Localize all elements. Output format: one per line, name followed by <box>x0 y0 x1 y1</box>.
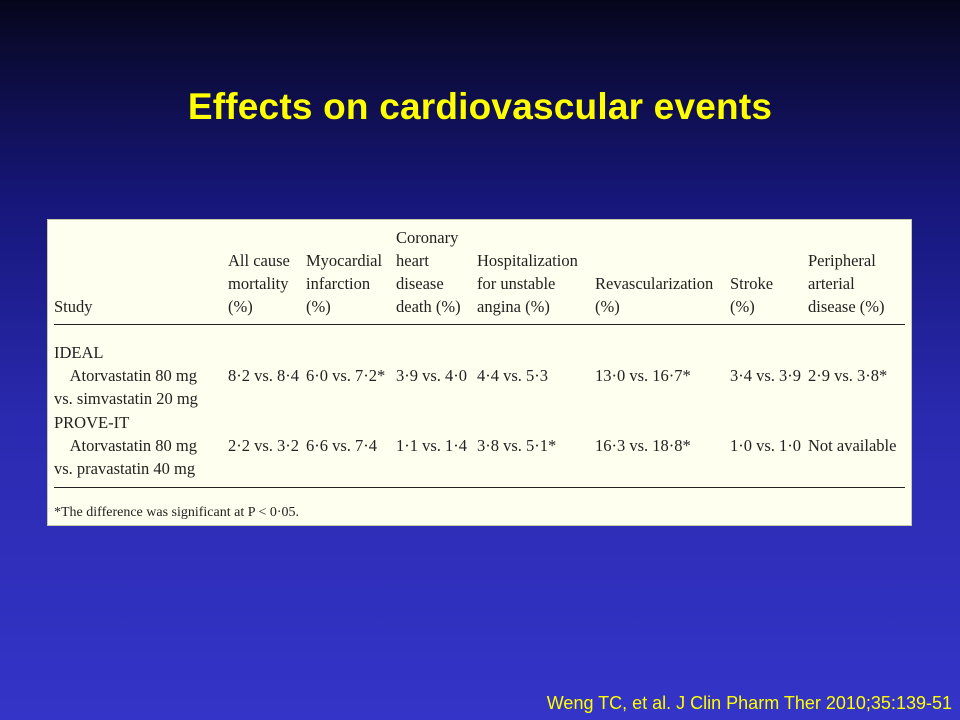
header-peripheral-arterial-disease: Peripheral arterial disease (%) <box>808 251 885 316</box>
header-study: Study <box>54 297 93 316</box>
row-comparison: Atorvastatin 80 mg vs. simvastatin 20 mg <box>54 366 198 408</box>
cell-revasc: 16·3 vs. 18·8* <box>595 436 691 455</box>
header-revascularization: Revascularization (%) <box>595 274 714 316</box>
cell-mi: 6·0 vs. 7·2* <box>306 366 386 385</box>
header-chd-death: Coronary heart disease death (%) <box>396 228 461 316</box>
cell-pad: Not available <box>808 436 897 455</box>
header-all-cause-mortality: All cause mortality (%) <box>228 251 290 316</box>
bottom-rule <box>54 487 905 488</box>
cell-stroke: 1·0 vs. 1·0 <box>730 436 802 455</box>
results-table <box>47 219 912 526</box>
cell-hosp: 4·4 vs. 5·3 <box>477 366 549 385</box>
header-stroke: Stroke (%) <box>730 274 774 316</box>
cell-revasc: 13·0 vs. 16·7* <box>595 366 691 385</box>
row-comparison: Atorvastatin 80 mg vs. pravastatin 40 mg <box>54 436 197 478</box>
header-hospitalization: Hospitalization for unstable angina (%) <box>477 251 578 316</box>
cell-all-cause: 2·2 vs. 3·2 <box>228 436 300 455</box>
cell-mi: 6·6 vs. 7·4 <box>306 436 378 455</box>
citation: Weng TC, et al. J Clin Pharm Ther 2010;3… <box>546 693 952 713</box>
row-group-label: PROVE-IT <box>54 413 130 432</box>
cell-chd: 3·9 vs. 4·0 <box>396 366 468 385</box>
cell-pad: 2·9 vs. 3·8* <box>808 366 888 385</box>
slide-title: Effects on cardiovascular events <box>187 86 773 127</box>
cell-stroke: 3·4 vs. 3·9 <box>730 366 802 385</box>
header-myocardial-infarction: Myocardial infarction (%) <box>306 251 383 316</box>
cell-chd: 1·1 vs. 1·4 <box>396 436 468 455</box>
cell-hosp: 3·8 vs. 5·1* <box>477 436 557 455</box>
row-group-label: IDEAL <box>54 343 104 362</box>
header-rule <box>54 324 905 325</box>
cell-all-cause: 8·2 vs. 8·4 <box>228 366 300 385</box>
table-footnote: *The difference was significant at P < 0… <box>54 505 300 520</box>
